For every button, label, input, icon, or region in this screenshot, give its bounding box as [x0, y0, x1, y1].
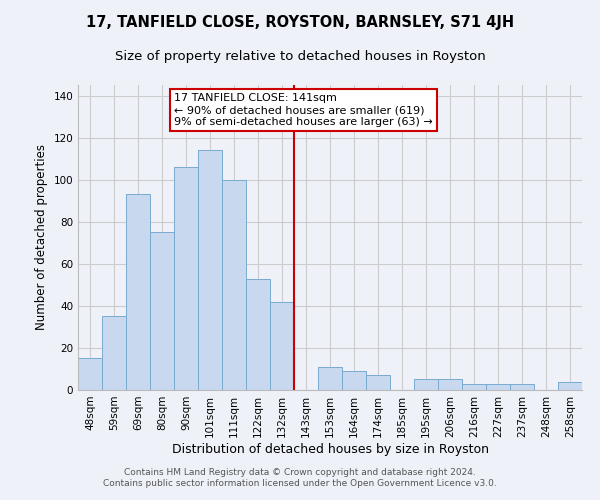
Bar — [222, 180, 246, 390]
Bar — [342, 371, 366, 390]
Bar — [150, 232, 174, 390]
Bar — [174, 167, 198, 390]
Bar — [246, 278, 270, 390]
Text: Size of property relative to detached houses in Royston: Size of property relative to detached ho… — [115, 50, 485, 63]
Y-axis label: Number of detached properties: Number of detached properties — [35, 144, 48, 330]
Bar — [102, 316, 126, 390]
Bar — [318, 367, 342, 390]
Text: Contains HM Land Registry data © Crown copyright and database right 2024.
Contai: Contains HM Land Registry data © Crown c… — [103, 468, 497, 487]
Bar — [462, 384, 486, 390]
Bar — [198, 150, 222, 390]
Bar — [366, 376, 390, 390]
Bar — [126, 194, 150, 390]
Bar — [438, 380, 462, 390]
Bar — [414, 380, 438, 390]
Text: 17, TANFIELD CLOSE, ROYSTON, BARNSLEY, S71 4JH: 17, TANFIELD CLOSE, ROYSTON, BARNSLEY, S… — [86, 15, 514, 30]
Bar — [270, 302, 294, 390]
Bar — [78, 358, 102, 390]
Text: 17 TANFIELD CLOSE: 141sqm
← 90% of detached houses are smaller (619)
9% of semi-: 17 TANFIELD CLOSE: 141sqm ← 90% of detac… — [174, 94, 433, 126]
X-axis label: Distribution of detached houses by size in Royston: Distribution of detached houses by size … — [172, 442, 488, 456]
Bar — [486, 384, 510, 390]
Bar — [558, 382, 582, 390]
Bar — [510, 384, 534, 390]
